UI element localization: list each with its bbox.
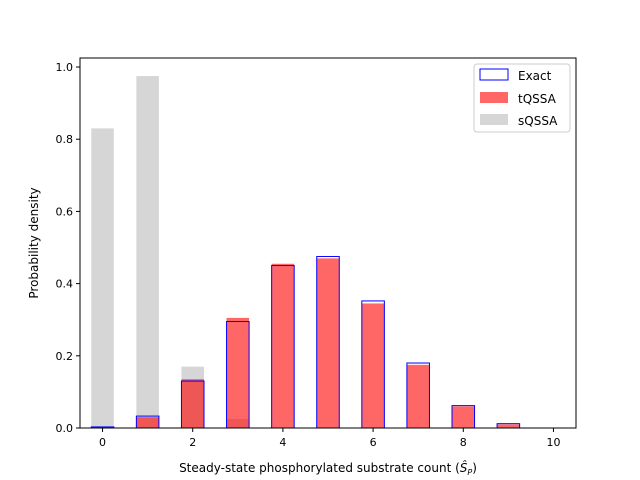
legend-label-exact: Exact — [518, 69, 552, 83]
x-axis-ticks: 0 2 4 6 8 10 — [99, 428, 560, 449]
bar-tqssa-5 — [316, 258, 340, 428]
bar-tqssa-1 — [136, 417, 159, 428]
y-tick-label: 0.0 — [56, 422, 74, 435]
x-tick-label: 6 — [370, 436, 377, 449]
bar-sqssa-1 — [136, 76, 159, 429]
bar-tqssa-4 — [271, 263, 295, 428]
x-axis-label: Steady-state phosphorylated substrate co… — [179, 460, 477, 477]
bars-layer — [90, 76, 521, 429]
y-tick-label: 0.2 — [56, 350, 74, 363]
x-tick-label: 0 — [99, 436, 106, 449]
x-tick-label: 2 — [189, 436, 196, 449]
bar-tqssa-6 — [361, 303, 385, 428]
bar-tqssa-2 — [181, 379, 204, 428]
bar-tqssa-7 — [406, 364, 430, 428]
bar-tqssa-8 — [452, 406, 475, 428]
y-tick-label: 0.8 — [56, 133, 74, 146]
legend-swatch-tqssa — [480, 92, 508, 103]
y-tick-label: 1.0 — [56, 61, 74, 74]
x-tick-label: 10 — [546, 436, 560, 449]
y-axis-ticks: 0.0 0.2 0.4 0.6 0.8 1.0 — [56, 61, 80, 435]
y-axis-label: Probability density — [27, 187, 41, 298]
legend-label-tqssa: tQSSA — [518, 92, 557, 106]
legend-swatch-exact — [479, 68, 509, 81]
legend-swatch-sqssa — [480, 114, 508, 125]
bar-tqssa-3 — [226, 317, 250, 428]
x-tick-label: 4 — [279, 436, 286, 449]
legend: Exact tQSSA sQSSA — [473, 63, 571, 133]
x-tick-label: 8 — [460, 436, 467, 449]
bar-sqssa-0 — [91, 128, 114, 428]
y-tick-label: 0.6 — [56, 205, 74, 218]
y-tick-label: 0.4 — [56, 278, 74, 291]
plot-frame — [79, 57, 577, 429]
legend-label-sqssa: sQSSA — [518, 114, 558, 128]
bar-tqssa-9 — [497, 424, 520, 428]
